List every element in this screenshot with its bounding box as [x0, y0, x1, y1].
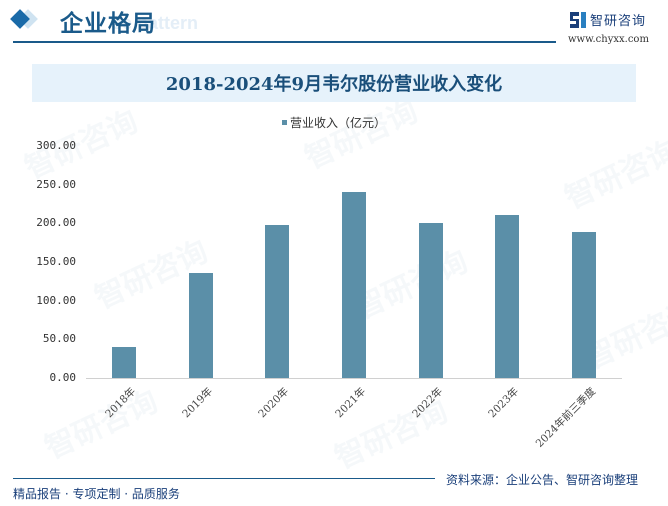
header-ghost-text: se pattern — [112, 13, 199, 33]
watermark: 智研咨询 — [39, 383, 164, 467]
y-tick-label: 300.00 — [36, 139, 76, 152]
x-tick-label: 2023年 — [486, 385, 522, 421]
x-tick-label: 2021年 — [333, 385, 369, 421]
footer-divider — [13, 478, 435, 479]
x-tick-label: 2019年 — [180, 385, 216, 421]
data-source: 资料来源：企业公告、智研咨询整理 — [446, 473, 639, 487]
brand-logo: 智研咨询 — [570, 10, 646, 29]
legend-label: 营业收入（亿元） — [289, 116, 386, 130]
x-tick-label: 2018年 — [103, 385, 139, 421]
x-tick-label: 2024年前三季度 — [533, 385, 599, 450]
y-tick-label: 150.00 — [36, 255, 76, 268]
bar — [112, 347, 136, 378]
y-tick-label: 250.00 — [36, 177, 76, 191]
chart-title-band: 2018-2024年9月韦尔股份营业收入变化 — [32, 64, 636, 102]
logo-url: www.chyxx.com — [568, 34, 649, 45]
watermark: 智研咨询 — [559, 133, 668, 217]
footer-tagline: 精品报告 · 专项定制 · 品质服务 — [13, 487, 180, 501]
bar — [265, 224, 289, 378]
chart-title: 2018-2024年9月韦尔股份营业收入变化 — [165, 74, 503, 95]
bar — [495, 215, 519, 378]
section-title: 企业格局 — [60, 10, 156, 37]
bar — [342, 191, 366, 378]
y-tick-label: 50.00 — [42, 332, 76, 346]
y-tick-label: 100.00 — [36, 293, 76, 307]
y-tick-label: 0.00 — [49, 371, 77, 384]
bar — [189, 272, 213, 378]
logo-icon — [570, 11, 586, 28]
chart-legend: 营业收入（亿元） — [0, 114, 668, 131]
y-tick-label: 200.00 — [36, 216, 76, 230]
bar — [572, 232, 596, 378]
x-tick-label: 2020年 — [256, 385, 292, 421]
header-divider — [13, 41, 556, 43]
bar — [419, 222, 443, 378]
logo-name: 智研咨询 — [590, 14, 647, 29]
legend-swatch — [281, 120, 287, 125]
x-tick-label: 2022年 — [410, 385, 446, 421]
x-axis-line — [86, 378, 622, 379]
